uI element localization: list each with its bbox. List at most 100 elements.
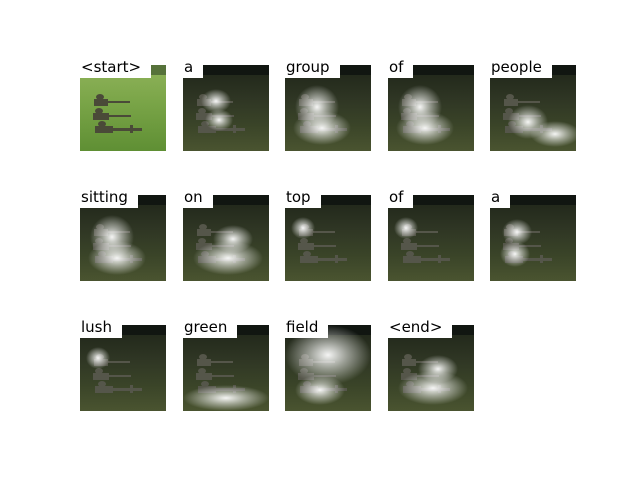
caption-word: sitting: [80, 186, 138, 208]
caption-word: lush: [80, 316, 122, 338]
attention-map-image: [388, 65, 474, 151]
soldier-shape: [212, 375, 234, 377]
soldier-shape: [233, 125, 236, 133]
caption-word: on: [183, 186, 213, 208]
attention-panel: green: [183, 316, 269, 412]
soldier-shape: [298, 243, 314, 250]
caption-word: top: [285, 186, 321, 208]
attention-map-image: [80, 325, 166, 411]
soldier-shape: [522, 258, 552, 261]
attention-panel: field: [285, 316, 371, 412]
soldier-shape: [303, 251, 311, 257]
soldier-shape: [313, 231, 335, 233]
caption-word: group: [285, 56, 340, 78]
caption-word: of: [388, 56, 414, 78]
soldier-shape: [406, 251, 414, 257]
soldier-shape: [108, 101, 130, 103]
attention-panel: <end>: [388, 316, 474, 412]
caption-word: <end>: [388, 316, 453, 338]
caption-word: green: [183, 316, 238, 338]
attention-panel: group: [285, 56, 371, 152]
soldier-shape: [109, 375, 131, 377]
attention-panel: <start>: [80, 56, 166, 152]
image-top-strip: [490, 195, 576, 205]
soldier-shape: [403, 256, 421, 263]
soldier-shape: [540, 255, 543, 263]
soldier-shape: [199, 224, 207, 230]
attention-highlight: [88, 241, 146, 275]
caption-word: of: [388, 186, 414, 208]
soldier-shape: [130, 385, 133, 393]
soldier-shape: [108, 361, 130, 363]
image-top-strip: [183, 195, 269, 205]
attention-highlight: [502, 219, 532, 245]
image-top-strip: [80, 325, 166, 335]
attention-map-image: [285, 65, 371, 151]
soldier-shape: [417, 245, 439, 247]
attention-panel: sitting: [80, 186, 166, 282]
soldier-shape: [93, 373, 109, 380]
soldier-shape: [98, 381, 106, 387]
soldier-shape: [198, 126, 216, 133]
attention-map-image: [183, 65, 269, 151]
soldier-shape: [196, 113, 212, 120]
soldier-shape: [420, 258, 450, 261]
attention-panel: on: [183, 186, 269, 282]
soldier-shape: [504, 99, 518, 106]
attention-panel: a: [183, 56, 269, 152]
soldier-shape: [196, 373, 212, 380]
attention-map-image: [490, 65, 576, 151]
soldier-shape: [403, 238, 411, 244]
attention-highlight: [86, 347, 110, 369]
soldier-shape: [317, 258, 347, 261]
attention-panel: top: [285, 186, 371, 282]
soldier-shape: [95, 386, 113, 393]
soldier-shape: [404, 354, 412, 360]
soldier-shape: [401, 243, 417, 250]
attention-panel: of: [388, 186, 474, 282]
soldier-shape: [96, 94, 104, 100]
soldier-shape: [506, 94, 514, 100]
attention-highlight: [530, 121, 576, 147]
attention-highlight: [291, 217, 315, 239]
soldier-shape: [130, 125, 133, 133]
caption-word: field: [285, 316, 329, 338]
caption-word: people: [490, 56, 552, 78]
soldier-shape: [519, 245, 541, 247]
soldier-shape: [95, 368, 103, 374]
attention-map-image: [285, 195, 371, 281]
soldiers-figure: [93, 94, 142, 133]
attention-map-image: [490, 195, 576, 281]
attention-highlight: [500, 241, 530, 267]
attention-highlight: [418, 355, 458, 383]
soldier-shape: [112, 128, 142, 131]
soldier-shape: [199, 354, 207, 360]
attention-highlight: [295, 375, 345, 405]
attention-highlight: [213, 225, 253, 253]
soldier-shape: [198, 368, 206, 374]
soldier-shape: [402, 359, 416, 366]
soldier-shape: [215, 128, 245, 131]
soldier-shape: [211, 361, 233, 363]
attention-highlight: [396, 111, 454, 145]
attention-panel: people: [490, 56, 576, 152]
attention-map-image: [183, 325, 269, 411]
attention-highlight: [205, 109, 233, 131]
soldier-shape: [109, 115, 131, 117]
attention-highlight: [293, 111, 351, 145]
soldier-shape: [93, 113, 109, 120]
image-top-strip: [388, 65, 474, 75]
soldier-shape: [335, 255, 338, 263]
caption-word: a: [490, 186, 511, 208]
soldier-shape: [94, 99, 108, 106]
soldier-shape: [197, 229, 211, 236]
attention-panel: a: [490, 186, 576, 282]
soldier-shape: [112, 388, 142, 391]
attention-highlight: [394, 217, 418, 239]
attention-highlight: [183, 385, 269, 411]
soldier-shape: [518, 101, 540, 103]
soldier-shape: [416, 231, 438, 233]
image-top-strip: [183, 65, 269, 75]
image-top-strip: [285, 195, 371, 205]
